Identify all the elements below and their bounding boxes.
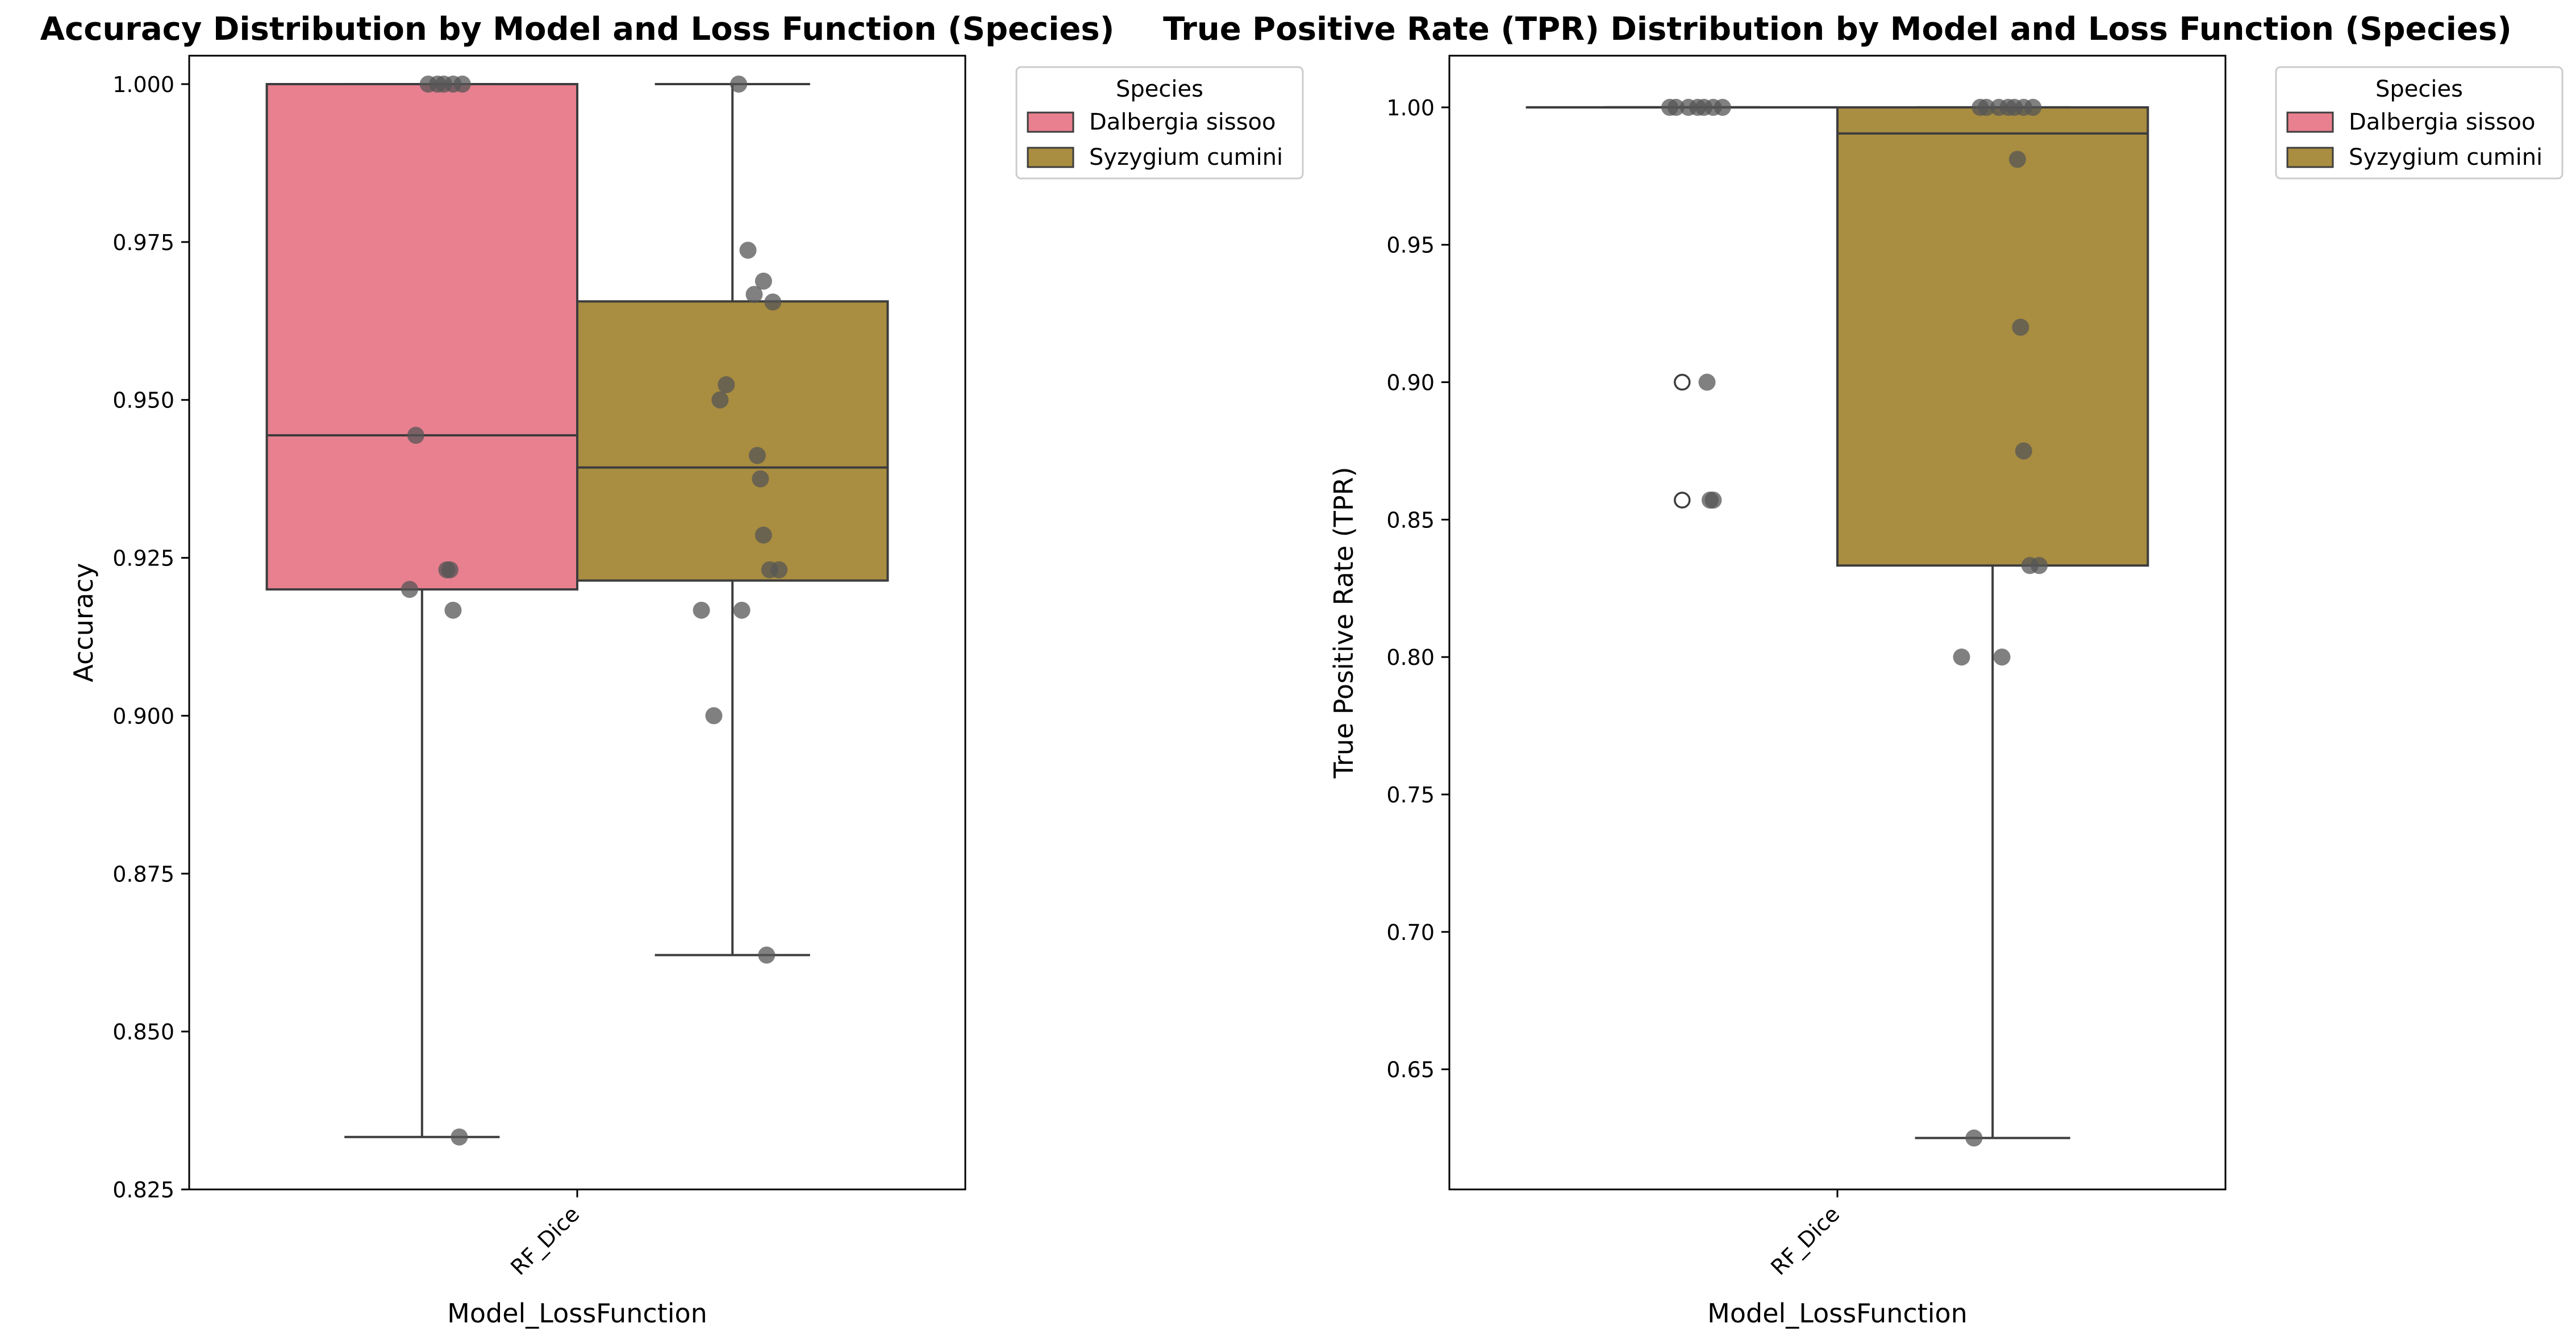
data-point [752, 470, 769, 488]
legend: Species Dalbergia sissoo Syzygium cumini [2275, 66, 2564, 180]
data-point [2015, 442, 2032, 460]
data-point [1953, 648, 1970, 666]
chart-1: 0.825 0.850 0.875 0.900 0.925 0.950 0.975 1.000… [40, 11, 1304, 1329]
legend-swatch-2 [2286, 147, 2334, 168]
flier-point [1674, 373, 1691, 391]
y-tick-label: 0.65 [1386, 1058, 1435, 1083]
y-tick-label: 0.75 [1386, 783, 1435, 808]
data-point [1714, 98, 1731, 116]
y-axis-label: True Positive Rate (TPR) [1328, 467, 1359, 779]
data-point [711, 391, 729, 409]
data-point [718, 376, 735, 394]
y-tick-label: 0.90 [1386, 371, 1435, 396]
legend-title: Species [1116, 76, 1203, 102]
y-tick-label: 0.70 [1386, 920, 1435, 945]
legend: Species Dalbergia sissoo Syzygium cumini [1015, 66, 1304, 180]
data-point [705, 707, 723, 725]
legend-swatch-1 [2286, 111, 2334, 133]
data-point [1704, 492, 1722, 509]
data-point [401, 581, 418, 598]
y-tick-label: 0.875 [112, 862, 174, 887]
legend-swatch-2 [1027, 147, 1074, 168]
y-tick-label: 0.975 [112, 230, 174, 255]
data-point [755, 272, 772, 290]
data-point [407, 426, 424, 444]
data-point [441, 561, 458, 579]
data-point [745, 286, 763, 303]
data-point [730, 76, 748, 93]
data-point [444, 601, 462, 619]
y-tick-label: 0.95 [1386, 233, 1435, 258]
data-point [451, 1128, 468, 1146]
y-tick-label: 0.85 [1386, 507, 1435, 532]
chart-title: True Positive Rate (TPR) Distribution by… [1163, 11, 2512, 48]
flier-point [1674, 492, 1691, 509]
data-point [1661, 98, 1678, 116]
data-point [764, 293, 782, 311]
legend-swatch-1 [1027, 111, 1074, 133]
legend-title: Species [2375, 76, 2463, 102]
legend-frame [2275, 66, 2564, 180]
y-tick-label: 0.950 [112, 388, 174, 413]
y-tick-label: 0.925 [112, 546, 174, 571]
data-point [2031, 557, 2048, 575]
x-axis-label: Model_LossFunction [1707, 1298, 1968, 1329]
data-point [1965, 1129, 1983, 1147]
data-point [2012, 318, 2029, 336]
legend-label-1: Dalbergia sissoo [2349, 109, 2535, 135]
legend-label-1: Dalbergia sissoo [1089, 109, 1276, 135]
y-tick-label: 0.80 [1386, 645, 1435, 670]
y-tick-label: 0.850 [112, 1020, 174, 1045]
data-point [755, 526, 772, 544]
data-point [453, 76, 471, 93]
legend-label-2: Syzygium cumini [1089, 144, 1283, 170]
data-point [693, 601, 710, 619]
chart-title: Accuracy Distribution by Model and Loss … [40, 11, 1115, 48]
data-point [733, 601, 751, 619]
data-point [758, 946, 776, 964]
y-tick-label: 0.825 [112, 1177, 174, 1202]
y-axis-label: Accuracy [68, 563, 99, 682]
legend-frame [1015, 66, 1304, 180]
data-point [2008, 151, 2026, 168]
data-point [1993, 648, 2011, 666]
legend-label-2: Syzygium cumini [2349, 144, 2542, 170]
data-point [748, 447, 766, 464]
y-tick-label: 1.000 [112, 72, 174, 97]
x-axis-label: Model_LossFunction [447, 1298, 707, 1329]
box-2 [576, 300, 889, 582]
data-point [739, 242, 757, 259]
y-tick-label: 0.900 [112, 704, 174, 729]
data-point [2024, 98, 2042, 116]
y-tick-label: 1.00 [1386, 95, 1435, 120]
box-1 [265, 83, 579, 591]
data-point [1698, 373, 1716, 391]
data-point [1971, 98, 1989, 116]
box-2 [1836, 106, 2149, 567]
data-point [770, 561, 788, 579]
